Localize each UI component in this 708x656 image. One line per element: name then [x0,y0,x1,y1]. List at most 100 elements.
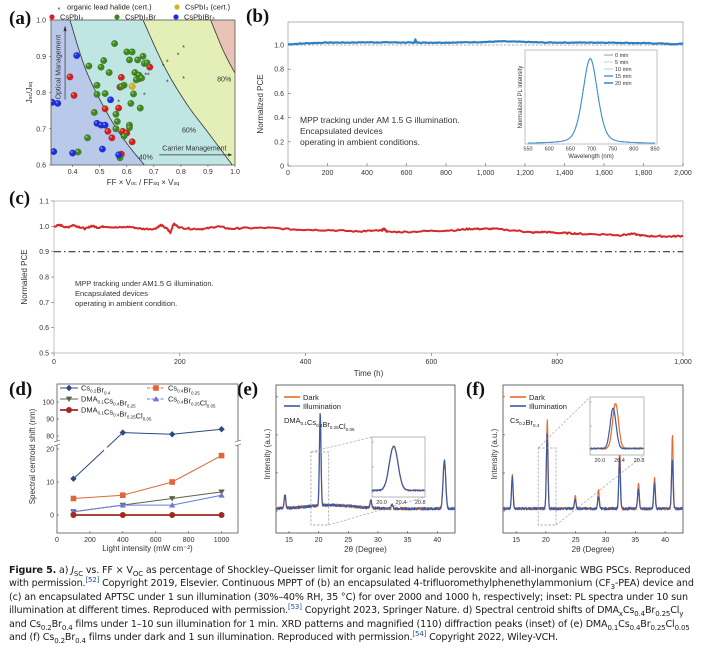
caption-segment: films under dark and 1 sun illumination.… [85,632,413,644]
axis-break-gap [235,441,241,445]
inset-x-tick-label: 20.8 [634,458,645,464]
contour-line-60pct [142,20,233,165]
point-highlight [145,60,148,63]
formula-element: Br [322,420,330,429]
caption-segment: 0.25 [650,623,666,632]
point-highlight [51,100,53,103]
y-tick-label: 100 [42,400,54,407]
legend-marker [114,14,120,20]
point-highlight [107,70,110,73]
data-point-star: * [144,72,147,79]
data-point [101,121,109,129]
formula-element: Cs [510,416,519,425]
formula-element: Cs [168,395,177,404]
x-tick-label: 1,200 [516,170,534,177]
formula-element: DMA [81,395,98,404]
formula-subscript: 0.05 [207,404,216,409]
inset-peak-illumination [589,407,644,451]
x-tick-label: 40 [433,537,441,544]
plot-frame [56,383,239,534]
point-highlight [138,106,141,109]
citation-ref[interactable]: [53] [288,603,302,612]
data-point-star: * [166,60,169,67]
data-point [90,108,98,116]
formula-element: Cs [81,384,90,393]
panel-label-e: (e) [237,379,258,400]
legend-label: CsPbI₂Br [125,13,156,22]
data-point [101,90,109,98]
data-point [136,104,144,112]
panel-label-c: (c) [9,188,30,209]
data-point-star: * [117,100,120,107]
x-tick-label: 200 [322,170,334,177]
inset-legend-label: 5 min [615,60,628,66]
caption-segment: vs. FF × V [82,565,133,576]
legend-label: Dark [529,393,545,402]
point-highlight [109,135,112,138]
y-tick-label: 0.4 [274,115,284,122]
axis-label-part: J [25,99,34,103]
x-tick-label: 0 [286,170,290,177]
y-axis-label: Intensity (a.u.) [263,428,272,479]
point-highlight [131,91,134,94]
inset-x-tick-label: 800 [629,147,638,153]
formula-element: Cl [339,422,346,431]
formula-element: Br [119,410,127,419]
x-axis-label: 2θ (Degree) [344,545,387,554]
point-highlight [95,121,97,124]
formula-element: Cl [200,399,207,408]
legend-label: CsPbI₃ [60,13,83,22]
data-point-Cs0.4Br0.25Cl0.05 [168,502,176,508]
caption-segment: and Cs [9,618,41,630]
data-point [134,56,142,64]
inset-x-axis-label: Wavelength (nm) [568,154,613,160]
point-highlight [119,75,122,78]
data-point [112,125,120,133]
contour-line-40pct [69,20,145,165]
data-point [108,134,116,142]
point-highlight [103,91,106,94]
point-highlight [130,49,133,52]
point-highlight [103,123,106,126]
point-highlight [72,93,74,96]
point-highlight [101,58,104,61]
data-point [112,110,120,118]
y-tick-label: 0.5 [39,351,49,358]
x-tick-label: 800 [183,537,195,544]
xrd-pattern-dark [275,414,456,511]
annotation-line: operating in ambient conditions. [300,137,420,147]
x-tick-label: 200 [84,537,96,544]
caption-segment: 0.4 [629,623,641,632]
citation-ref[interactable]: [54] [412,629,427,638]
point-highlight [124,49,127,52]
inset-legend-label: 0 min [615,53,628,59]
y-tick-label: 20 [46,447,54,454]
citation-ref[interactable]: [52] [85,576,100,585]
formula-subscript: 0.4 [113,402,120,407]
caption-segment: x [618,610,623,619]
y-tick-label: 0.6 [39,325,49,332]
legend-label: Illumination [529,402,567,411]
data-point [69,149,77,157]
point-highlight [130,84,133,87]
x-tick-label: 800 [551,359,563,366]
inset-frame [524,49,658,145]
point-highlight [100,147,103,150]
caption-segment: films under 1–10 sun illumination for 1 … [72,618,608,630]
formula-subscript: 0.4 [177,400,184,405]
caption-segment: 0.4 [75,636,86,645]
y-axis-label: Jsc/Jsq [25,82,34,104]
point-highlight [51,149,54,152]
formula-subscript: 0.05 [143,417,152,422]
data-point [101,105,109,113]
panel-f-chart: 15 20 25 30 35 40 2θ (Degree) Intensity (a.u.) 2… [490,384,684,554]
inset-x-tick-label: 20.0 [376,500,387,506]
formula-element: Br [183,386,191,395]
point-highlight [132,70,135,73]
point-highlight [95,83,97,86]
data-point [51,148,58,156]
x-tick-label: 15 [512,537,520,544]
point-highlight [108,97,111,100]
point-highlight [67,74,70,77]
figure-label: Figure 5. [9,565,57,576]
